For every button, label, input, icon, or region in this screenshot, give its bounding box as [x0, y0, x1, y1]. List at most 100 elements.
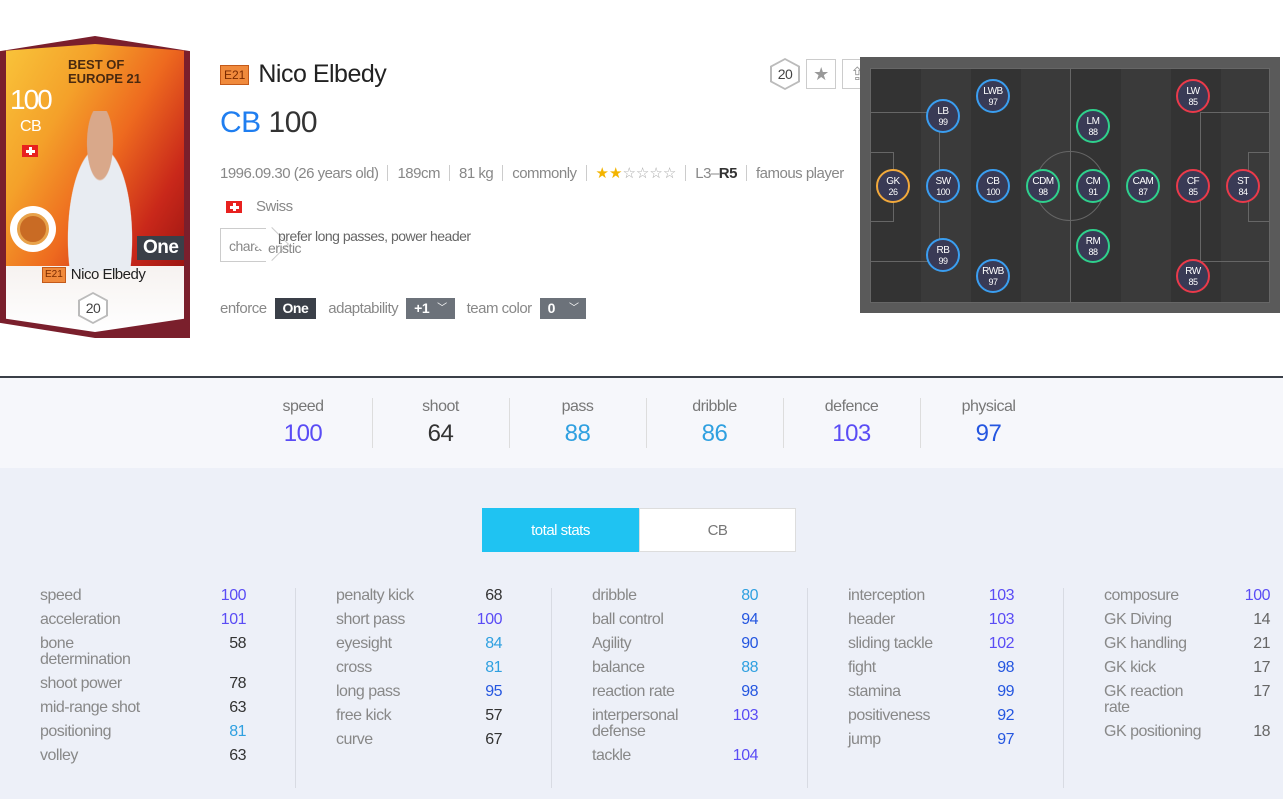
stat-row: positioning 81: [40, 724, 246, 740]
tab-total-stats[interactable]: total stats: [482, 508, 639, 552]
stat-name: penalty kick: [336, 587, 414, 604]
skill-stars: ★★☆☆☆☆: [596, 164, 677, 182]
stat-name: short pass: [336, 611, 405, 628]
stats-column: dribble 80 ball control 94 Agility 90 balance 8…: [552, 587, 808, 788]
level-badge: 20: [78, 292, 108, 329]
stat-value: 63: [229, 747, 246, 764]
stat-name: interception: [848, 587, 925, 604]
stat-value: 14: [1253, 611, 1270, 628]
stat-value: 21: [1253, 635, 1270, 652]
position-node-sw[interactable]: SW 100: [926, 169, 960, 203]
star-icon[interactable]: ★: [806, 59, 836, 89]
stat-name: composure: [1104, 587, 1179, 604]
stats-column: interception 103 header 103 sliding tackle 10…: [808, 587, 1064, 788]
star-icon: ☆: [635, 165, 650, 182]
stat-name: GK Diving: [1104, 611, 1172, 628]
stat-row: eyesight 84: [336, 636, 502, 652]
stat-row: jump 97: [848, 732, 1014, 748]
position-node-rw[interactable]: RW 85: [1176, 259, 1210, 293]
stat-value: 57: [485, 707, 502, 724]
chevron-down-icon: ﹀: [568, 303, 579, 314]
stat-row: shoot power 78: [40, 676, 246, 692]
position-node-rb[interactable]: RB 99: [926, 238, 960, 272]
team-color-select[interactable]: 0 ﹀: [539, 298, 587, 319]
position-node-lwb[interactable]: LWB 97: [976, 79, 1010, 113]
position-node-cdm[interactable]: CDM 98: [1026, 169, 1060, 203]
position-node-rwb[interactable]: RWB 97: [976, 259, 1010, 293]
summary-dribble: dribble 86: [645, 398, 783, 448]
stat-row: free kick 57: [336, 708, 502, 724]
position-node-cam[interactable]: CAM 87: [1126, 169, 1160, 203]
position-node-lw[interactable]: LW 85: [1176, 79, 1210, 113]
stat-value: 67: [485, 731, 502, 748]
stat-value: 88: [741, 659, 758, 676]
stat-row: mid-range shot 63: [40, 700, 246, 716]
stat-value: 102: [988, 635, 1015, 652]
stat-name: GK handling: [1104, 635, 1187, 652]
star-icon: ☆: [622, 165, 636, 182]
stat-value: 95: [485, 683, 502, 700]
player-card: BEST OF EUROPE 21 100 CB One E21 Nico Elbe…: [0, 36, 190, 338]
player-image: [55, 111, 145, 271]
stat-name: curve: [336, 731, 373, 748]
season-badge: E21: [42, 266, 66, 283]
tab-cb[interactable]: CB: [639, 508, 796, 552]
stat-row: cross 81: [336, 660, 502, 676]
stat-value: 100: [476, 611, 503, 628]
stat-row: volley 63: [40, 748, 246, 764]
stat-value: 80: [741, 587, 758, 604]
position-node-lb[interactable]: LB 99: [926, 99, 960, 133]
summary-shoot: shoot 64: [371, 398, 509, 448]
card-name: Nico Elbedy: [70, 266, 146, 283]
card-position: CB: [20, 118, 42, 135]
stat-name: reaction rate: [592, 683, 675, 700]
stat-row: interpersonal defense 103: [592, 707, 759, 740]
nation-name: Swiss: [256, 198, 293, 215]
position-pitch: GK 26 SW 100 LB 99 RB 99 LWB 97 CB 100 RWB 97 CDM 98 LM 8…: [860, 57, 1280, 313]
player-meta: 1996.09.30 (26 years old) 189cm 81 kg co…: [220, 164, 844, 183]
stat-name: dribble: [592, 587, 637, 604]
stat-row: acceleration 101: [40, 612, 247, 628]
stat-name: interpersonal defense: [592, 707, 679, 740]
detailed-stats: speed 100 acceleration 101 bone determinatio…: [40, 587, 1283, 788]
position-node-cf[interactable]: CF 85: [1176, 169, 1210, 203]
stat-name: GK reaction rate: [1104, 683, 1183, 716]
stat-row: GK positioning 18: [1104, 724, 1270, 740]
swiss-flag-icon: [22, 145, 38, 157]
stat-name: tackle: [592, 747, 631, 764]
position-node-st[interactable]: ST 84: [1226, 169, 1260, 203]
summary-pass: pass 88: [508, 398, 646, 448]
stat-value: 99: [997, 683, 1014, 700]
stat-value: 92: [997, 707, 1014, 724]
adaptability-select[interactable]: +1 ﹀: [406, 298, 455, 319]
stat-value: 90: [741, 635, 758, 652]
stats-column: speed 100 acceleration 101 bone determinatio…: [40, 588, 296, 788]
stat-value: 84: [485, 635, 502, 652]
stats-column: penalty kick 68 short pass 100 eyesight 84 cro…: [296, 588, 552, 788]
position-node-cm[interactable]: CM 91: [1076, 169, 1110, 203]
club-logo: [10, 206, 56, 252]
position-node-rm[interactable]: RM 88: [1076, 229, 1110, 263]
stat-name: GK kick: [1104, 659, 1156, 676]
stat-value: 100: [1244, 587, 1271, 604]
position-node-gk[interactable]: GK 26: [876, 169, 910, 203]
enforce-select[interactable]: One: [274, 298, 317, 319]
summary-defence: defence 103: [782, 398, 920, 448]
position-node-cb[interactable]: CB 100: [976, 169, 1010, 203]
stat-name: stamina: [848, 683, 901, 700]
stat-value: 104: [732, 747, 759, 764]
stats-column: composure 100 GK Diving 14 GK handling 21 GK k…: [1064, 588, 1283, 772]
stat-value: 94: [741, 611, 758, 628]
stat-value: 58: [229, 635, 246, 652]
position-node-lm[interactable]: LM 88: [1076, 109, 1110, 143]
stat-row: penalty kick 68: [336, 588, 502, 604]
stat-value: 18: [1253, 723, 1270, 740]
stat-name: ball control: [592, 611, 664, 628]
stat-name: cross: [336, 659, 372, 676]
stat-value: 103: [732, 707, 759, 724]
summary-speed: speed 100: [282, 398, 324, 447]
stat-name: shoot power: [40, 675, 122, 692]
level-selector[interactable]: 20: [770, 58, 800, 90]
stat-row: Agility 90: [592, 636, 758, 652]
stat-value: 81: [229, 723, 246, 740]
